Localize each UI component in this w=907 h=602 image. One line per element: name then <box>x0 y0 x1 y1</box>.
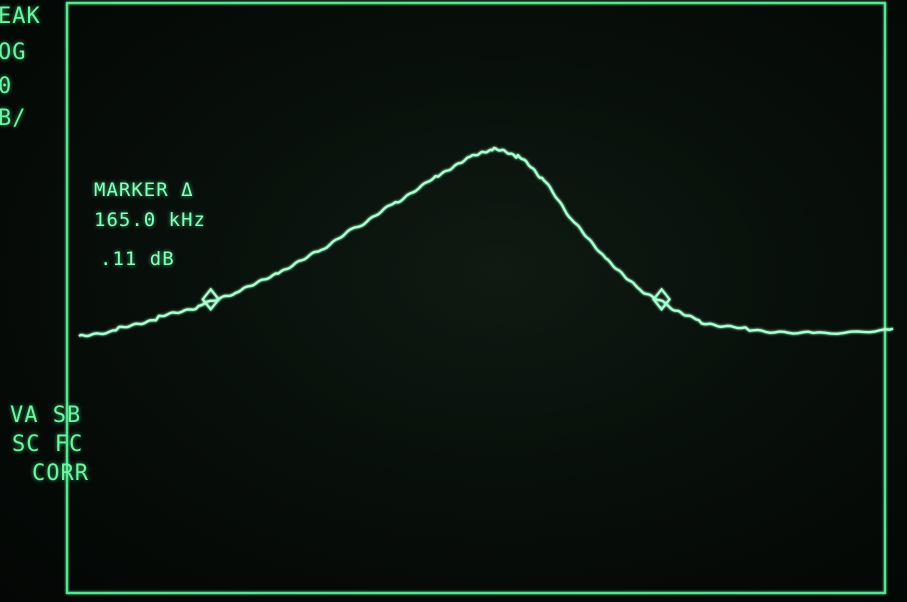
graticule-border <box>65 1 887 595</box>
trace-layer <box>78 146 894 338</box>
marker-layer <box>201 287 671 312</box>
marker-diamond <box>652 287 671 312</box>
marker-amplitude: .11 dB <box>100 248 175 270</box>
spectrum-trace <box>78 146 894 338</box>
ref-level-label: 0 <box>0 74 13 99</box>
graticule-frame <box>65 1 887 595</box>
sc-fc-label: SC FC <box>12 432 84 457</box>
va-sb-label: VA SB <box>10 403 82 428</box>
graticule-grid <box>95 10 893 596</box>
detector-label: EAK <box>0 4 41 29</box>
marker-title: MARKER Δ <box>94 179 194 201</box>
scale-label: OG <box>0 40 27 65</box>
marker-diamond <box>201 287 221 312</box>
corr-label: CORR <box>32 461 89 486</box>
marker-frequency: 165.0 kHz <box>94 209 206 231</box>
units-label: B/ <box>0 106 27 131</box>
